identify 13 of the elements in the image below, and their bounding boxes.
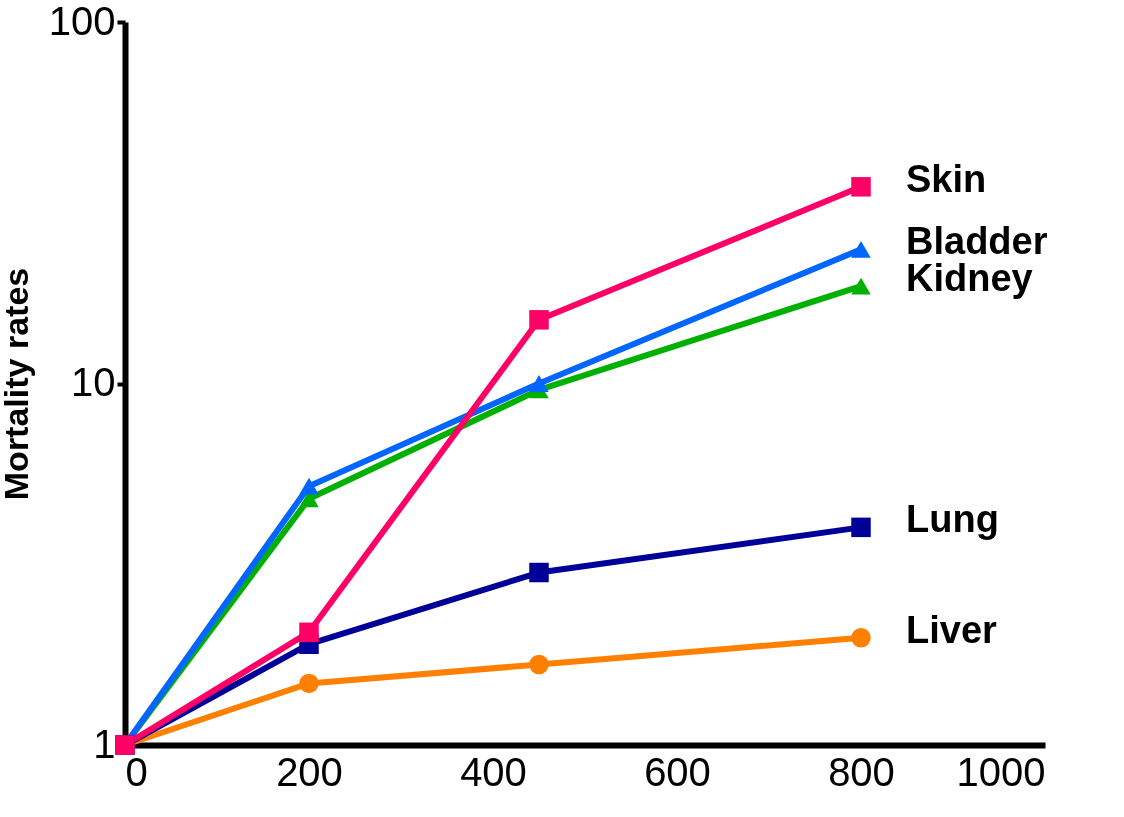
series-label: Liver xyxy=(906,608,998,651)
x-tick-label: 200 xyxy=(276,749,343,794)
x-tick-label: 400 xyxy=(460,749,527,794)
series-label: Skin xyxy=(906,157,987,200)
x-tick-label: 600 xyxy=(644,749,711,794)
x-tick-label: 800 xyxy=(828,749,895,794)
y-tick-label: 100 xyxy=(48,0,116,43)
y-tick-label: 1 xyxy=(93,721,116,766)
series-label: Lung xyxy=(906,498,999,541)
x-tick-label: 0 xyxy=(125,749,148,794)
x-tick-label: 1000 xyxy=(956,749,1046,794)
y-axis-title: Mortality rates xyxy=(0,267,35,501)
y-tick-label: 10 xyxy=(71,360,116,404)
